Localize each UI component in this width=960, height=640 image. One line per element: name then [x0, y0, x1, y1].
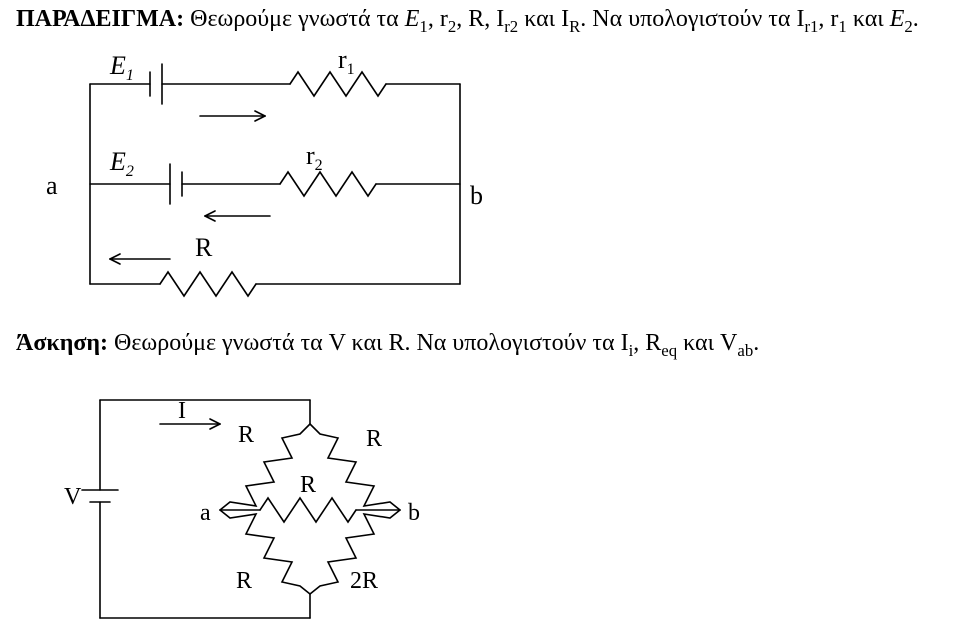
label-a: a — [46, 171, 58, 200]
exercise-heading: Άσκηση: Θεωρούμε γνωστά τα V και R. Να υ… — [16, 330, 759, 361]
label-b2: b — [408, 500, 420, 526]
label-Rtr: R — [366, 426, 382, 452]
circuit-1: E1 r1 E2 r2 R a b — [40, 44, 540, 314]
circuit-2: V I R R R R 2R a b — [60, 380, 530, 640]
label-E1: E1 — [109, 51, 134, 84]
exercise-label: Άσκηση: — [16, 330, 108, 356]
label-R: R — [195, 233, 213, 262]
label-Rmid: R — [300, 472, 316, 498]
label-b: b — [470, 181, 483, 210]
label-I: I — [178, 398, 186, 424]
label-Rbr: 2R — [350, 568, 378, 594]
example-heading: ΠΑΡΑΔΕΙΓΜΑ: Θεωρούμε γνωστά τα E1, r2, R… — [16, 6, 919, 37]
label-Rbl: R — [236, 568, 252, 594]
label-r1: r1 — [338, 45, 355, 78]
label-a2: a — [200, 500, 211, 526]
label-V: V — [64, 484, 82, 510]
example-label: ΠΑΡΑΔΕΙΓΜΑ: — [16, 6, 184, 32]
label-Rtl: R — [238, 422, 254, 448]
label-E2: E2 — [109, 147, 134, 180]
label-r2: r2 — [306, 141, 323, 174]
